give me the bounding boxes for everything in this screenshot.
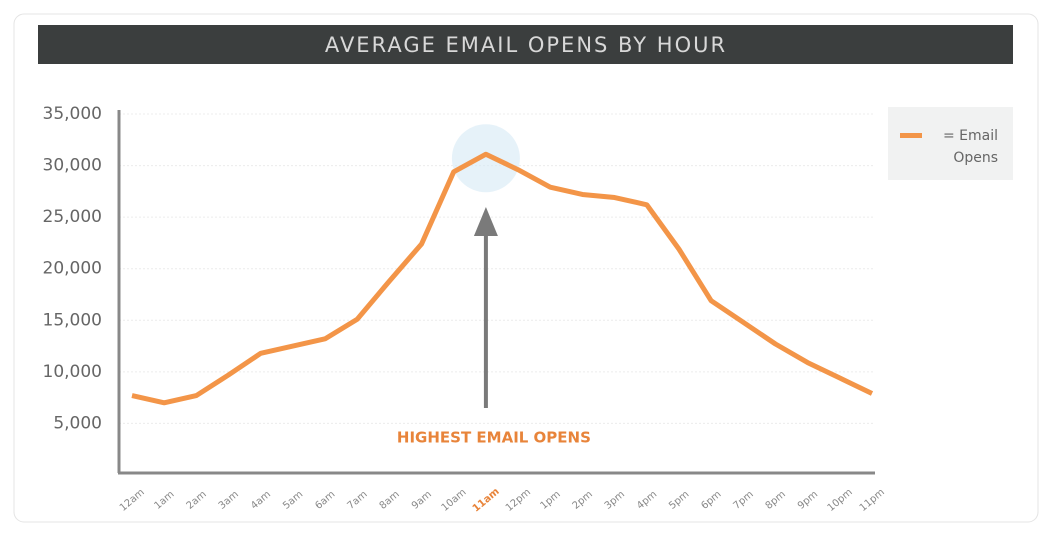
legend-label: Email Opens (953, 128, 998, 166)
legend-text: = Email Opens (932, 125, 998, 169)
legend-swatch (900, 133, 922, 138)
y-tick-label: 5,000 (53, 413, 102, 433)
chart-title: AVERAGE EMAIL OPENS BY HOUR (325, 33, 727, 57)
y-tick-label: 15,000 (43, 310, 102, 330)
y-tick-label: 10,000 (43, 362, 102, 382)
card (13, 13, 1039, 523)
title-bar (38, 25, 1013, 64)
annotation-arrowhead (473, 207, 498, 236)
legend: = Email Opens (888, 107, 1013, 180)
legend-prefix: = (942, 128, 955, 144)
y-tick-label: 25,000 (43, 207, 102, 227)
y-tick-label: 20,000 (43, 259, 102, 279)
y-tick-label: 35,000 (43, 104, 102, 124)
data-line (131, 151, 874, 406)
highlight-circle (451, 124, 520, 193)
y-tick-label: 30,000 (43, 156, 102, 176)
annotation-text: HIGHEST EMAIL OPENS (397, 429, 591, 447)
